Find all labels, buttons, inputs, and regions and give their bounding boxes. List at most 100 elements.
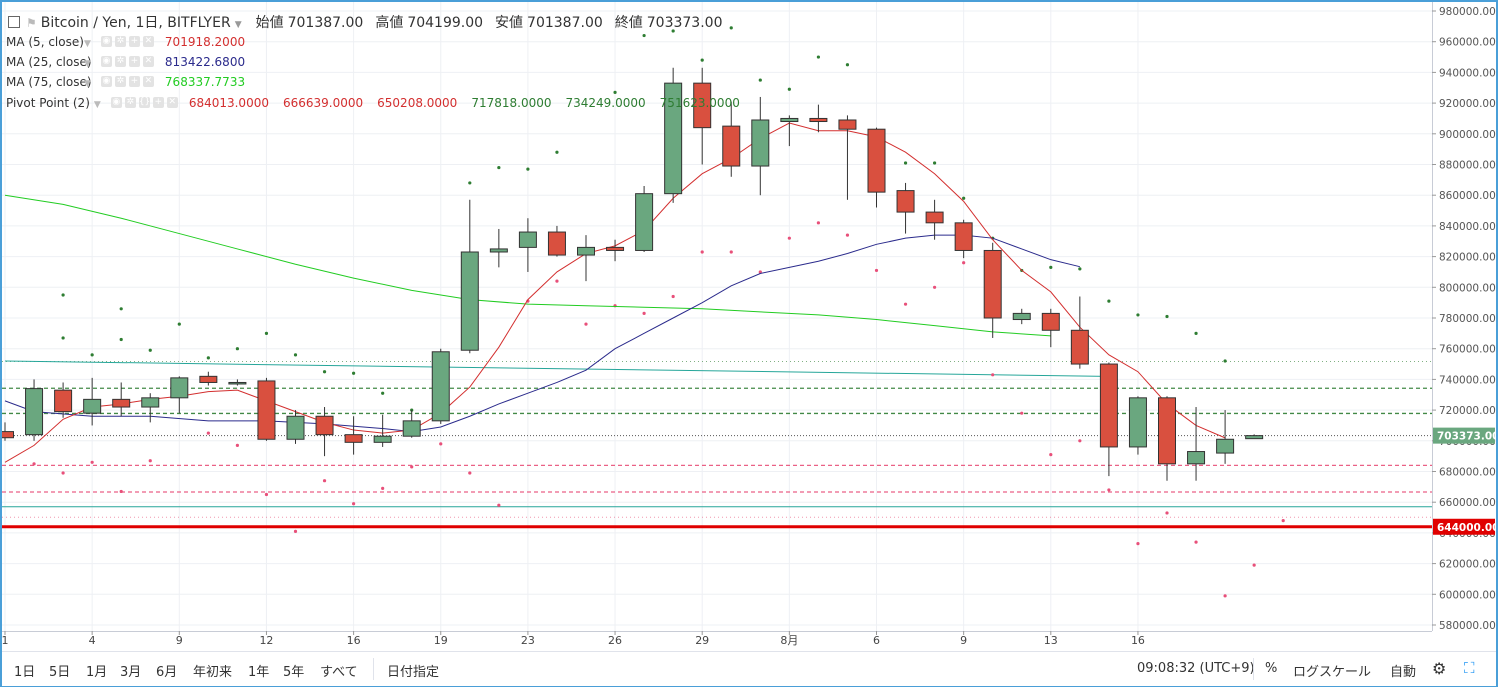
pivot-dot-support bbox=[119, 489, 123, 494]
last-price-label-bg bbox=[1433, 427, 1495, 444]
candle-body bbox=[751, 119, 770, 167]
range-1d-button[interactable]: 1日 bbox=[14, 665, 36, 680]
close-icon[interactable]: ✕ bbox=[142, 56, 154, 67]
pivot-dot-support bbox=[758, 270, 762, 274]
chevron-down-icon[interactable]: ▼ bbox=[84, 59, 91, 69]
pivot-dot-resistance bbox=[1194, 331, 1198, 335]
indicator-ma5[interactable]: MA (5, close)▼ ◉ ✲ + ✕ 701918.2000 bbox=[6, 35, 259, 49]
pivot-dot-support bbox=[322, 479, 327, 483]
gear-icon[interactable]: ✲ bbox=[124, 97, 136, 108]
pivot-dot-resistance bbox=[206, 356, 210, 360]
indicator-ma75[interactable]: MA (75, close)▼ ◉ ✲ + ✕ 768337.7733 bbox=[6, 75, 259, 89]
open-label: 始値 bbox=[255, 15, 284, 31]
range-6m-button[interactable]: 6月 bbox=[156, 665, 178, 680]
range-1m-button[interactable]: 1月 bbox=[86, 665, 108, 680]
candle-body bbox=[577, 246, 595, 256]
eye-icon[interactable]: ◉ bbox=[100, 36, 112, 47]
hline-price-label: 644000.00 bbox=[1437, 522, 1496, 534]
price-chart[interactable]: 580000.00600000.00620000.00640000.006600… bbox=[2, 2, 1496, 650]
candle bbox=[983, 242, 1002, 338]
close-label: 終値 bbox=[614, 15, 643, 31]
candle bbox=[722, 101, 741, 177]
indicator-pivot-point[interactable]: Pivot Point (2) ▼ ◉ ✲{} + ✕ 684013.0000 666639.… bbox=[6, 96, 754, 110]
candle bbox=[83, 377, 102, 426]
candle-body bbox=[1041, 312, 1060, 331]
close-icon[interactable]: ✕ bbox=[166, 97, 178, 108]
candle bbox=[518, 218, 537, 272]
pivot-dot-support bbox=[1078, 439, 1082, 443]
pivot-dot-resistance bbox=[729, 26, 733, 30]
clock-timezone[interactable]: 09:08:32 (UTC+9) bbox=[1137, 661, 1255, 676]
pivot-dot-support bbox=[148, 459, 152, 463]
auto-scale-button[interactable]: 自動 bbox=[1390, 665, 1417, 680]
pivot-dot-resistance bbox=[933, 161, 937, 165]
range-1y-button[interactable]: 1年 bbox=[248, 665, 270, 680]
time-tick-label: 19 bbox=[434, 634, 448, 647]
collapse-toggle-icon[interactable] bbox=[8, 16, 20, 28]
eye-icon[interactable]: ◉ bbox=[100, 56, 112, 67]
range-ytd-button[interactable]: 年初来 bbox=[193, 665, 233, 680]
candle-body bbox=[257, 380, 276, 440]
flag-icon[interactable]: ⚑ bbox=[26, 16, 37, 30]
plus-icon[interactable]: + bbox=[128, 56, 140, 67]
ma25-line bbox=[4, 234, 1080, 433]
range-all-button[interactable]: すべて bbox=[320, 665, 358, 680]
symbol-title[interactable]: Bitcoin / Yen, 1日, BITFLYER bbox=[40, 15, 231, 31]
source-code-icon[interactable]: {} bbox=[138, 97, 151, 108]
fullscreen-icon[interactable]: ⛶ bbox=[1464, 659, 1475, 677]
candle bbox=[228, 379, 247, 386]
indicator-value: 813422.6800 bbox=[164, 55, 246, 69]
toolbar-divider bbox=[373, 658, 374, 680]
pivot-dot-resistance bbox=[671, 29, 675, 33]
indicator-ma25[interactable]: MA (25, close)▼ ◉ ✲ + ✕ 813422.6800 bbox=[6, 55, 259, 69]
candle bbox=[489, 228, 508, 268]
pivot-dot-resistance bbox=[700, 58, 704, 62]
eye-icon[interactable]: ◉ bbox=[110, 97, 122, 108]
pivot-dot-support bbox=[787, 236, 791, 240]
time-tick-label: 23 bbox=[521, 634, 535, 647]
time-tick-label: 12 bbox=[259, 634, 273, 647]
pivot-s3-value: 650208.0000 bbox=[377, 96, 458, 110]
chevron-down-icon[interactable]: ▼ bbox=[84, 39, 91, 49]
candle-body bbox=[460, 251, 479, 351]
candle bbox=[1158, 396, 1176, 481]
chevron-down-icon[interactable]: ▼ bbox=[93, 100, 101, 110]
chevron-down-icon[interactable]: ▼ bbox=[234, 20, 242, 30]
close-icon[interactable]: ✕ bbox=[142, 36, 154, 47]
candle-body bbox=[809, 117, 828, 123]
date-range-button[interactable]: 日付指定 bbox=[387, 665, 440, 680]
plot-area bbox=[2, 26, 1432, 598]
gear-icon[interactable]: ✲ bbox=[114, 56, 126, 67]
chevron-down-icon[interactable]: ▼ bbox=[84, 79, 91, 89]
range-3m-button[interactable]: 3月 bbox=[120, 665, 142, 680]
close-icon[interactable]: ✕ bbox=[142, 76, 154, 87]
high-value: 704199.00 bbox=[407, 15, 484, 31]
candle-body bbox=[83, 398, 102, 414]
gear-icon[interactable]: ⚙ bbox=[1432, 659, 1447, 678]
pivot-dot-resistance bbox=[235, 347, 239, 351]
percent-scale-button[interactable]: % bbox=[1265, 661, 1278, 676]
gear-icon[interactable]: ✲ bbox=[114, 76, 126, 87]
pivot-dot-resistance bbox=[1223, 359, 1227, 363]
pivot-dot-resistance bbox=[61, 293, 65, 297]
plus-icon[interactable]: + bbox=[152, 97, 164, 108]
grid bbox=[2, 2, 1432, 631]
pivot-dot-resistance bbox=[1049, 265, 1053, 269]
candle bbox=[344, 416, 363, 455]
range-5d-button[interactable]: 5日 bbox=[49, 665, 71, 680]
candle-body bbox=[141, 397, 160, 408]
pivot-dot-support bbox=[381, 486, 385, 490]
plus-icon[interactable]: + bbox=[128, 36, 140, 47]
log-scale-button[interactable]: ログスケール bbox=[1293, 665, 1372, 680]
candle bbox=[751, 96, 770, 196]
gear-icon[interactable]: ✲ bbox=[114, 36, 126, 47]
candle bbox=[1099, 362, 1118, 477]
range-5y-button[interactable]: 5年 bbox=[283, 665, 305, 680]
pivot-dot-support bbox=[555, 279, 559, 283]
eye-icon[interactable]: ◉ bbox=[100, 76, 112, 87]
pivot-s2-value: 666639.0000 bbox=[282, 96, 364, 110]
pivot-dot-support bbox=[235, 443, 239, 448]
candle bbox=[141, 393, 160, 423]
plus-icon[interactable]: + bbox=[128, 76, 140, 87]
candle-body bbox=[402, 420, 421, 437]
